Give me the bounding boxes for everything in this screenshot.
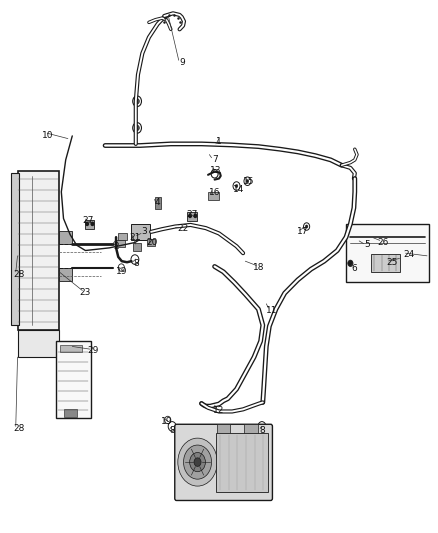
Text: 29: 29	[87, 346, 99, 355]
Bar	[133, 243, 141, 251]
Circle shape	[246, 180, 249, 183]
Text: 13: 13	[210, 166, 222, 175]
Text: 26: 26	[377, 238, 389, 247]
Text: 28: 28	[13, 270, 25, 279]
Bar	[18, 171, 59, 330]
Circle shape	[190, 453, 205, 472]
Text: 22: 22	[177, 224, 188, 232]
Circle shape	[189, 214, 191, 217]
Circle shape	[86, 222, 88, 225]
Text: 14: 14	[233, 185, 244, 193]
Text: 9: 9	[179, 59, 185, 67]
Bar	[118, 233, 127, 240]
FancyBboxPatch shape	[175, 424, 272, 500]
Bar	[11, 173, 19, 325]
Circle shape	[178, 438, 217, 486]
Text: 12: 12	[213, 406, 225, 415]
Circle shape	[194, 214, 197, 217]
Bar	[155, 197, 161, 209]
Bar	[59, 268, 72, 281]
Bar	[60, 345, 82, 352]
Text: 23: 23	[80, 288, 91, 296]
Bar	[64, 409, 77, 417]
Text: 25: 25	[386, 258, 398, 266]
Bar	[216, 433, 268, 492]
Bar	[244, 424, 258, 433]
Bar	[371, 254, 400, 272]
Text: 28: 28	[13, 424, 25, 433]
Text: 7: 7	[212, 156, 218, 164]
Bar	[346, 224, 429, 282]
Text: 19: 19	[161, 417, 172, 425]
Text: 3: 3	[141, 228, 148, 236]
Text: 27: 27	[83, 216, 94, 225]
Text: 19: 19	[116, 268, 127, 276]
Bar	[59, 231, 72, 244]
Text: 24: 24	[403, 251, 415, 259]
Text: 6: 6	[351, 264, 357, 272]
Text: 18: 18	[253, 263, 264, 272]
Text: 21: 21	[129, 233, 141, 241]
Text: 8: 8	[133, 260, 139, 268]
Circle shape	[135, 99, 139, 104]
Circle shape	[91, 222, 94, 225]
Bar	[217, 424, 230, 433]
Text: 1: 1	[216, 137, 222, 146]
Bar	[208, 192, 219, 200]
Bar	[56, 341, 91, 418]
Text: 10: 10	[42, 132, 53, 140]
Text: 15: 15	[243, 177, 254, 185]
Text: 8: 8	[259, 426, 265, 435]
Text: 17: 17	[297, 228, 308, 236]
Bar	[85, 220, 94, 229]
Bar	[131, 224, 150, 240]
Text: 2: 2	[113, 242, 119, 251]
Text: 11: 11	[266, 306, 277, 314]
Circle shape	[184, 445, 212, 479]
Bar	[187, 212, 197, 221]
Circle shape	[135, 125, 139, 131]
Circle shape	[235, 184, 238, 188]
Text: 4: 4	[155, 198, 160, 207]
Circle shape	[348, 260, 353, 266]
Circle shape	[194, 458, 201, 466]
Bar	[116, 240, 125, 247]
Text: 5: 5	[364, 240, 370, 248]
Circle shape	[305, 225, 308, 228]
Text: 8: 8	[169, 426, 175, 435]
Text: 16: 16	[209, 189, 220, 197]
Bar	[18, 330, 59, 357]
Text: 27: 27	[186, 210, 198, 219]
Bar	[147, 239, 155, 246]
Text: 20: 20	[147, 238, 158, 247]
